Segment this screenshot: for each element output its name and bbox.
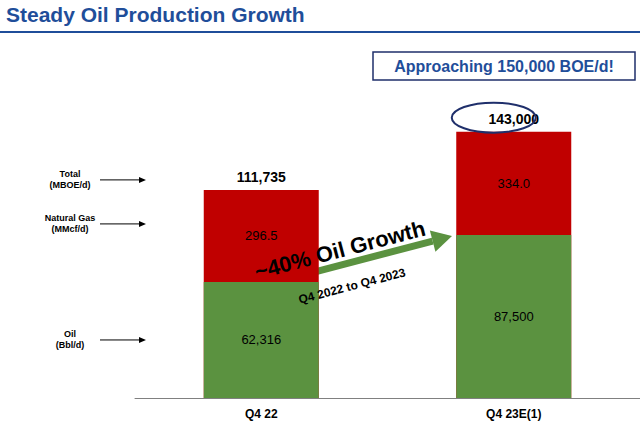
svg-text:(MBOE/d): (MBOE/d) — [50, 180, 91, 190]
svg-text:87,500: 87,500 — [494, 309, 534, 324]
svg-text:(MMcf/d): (MMcf/d) — [52, 224, 89, 234]
svg-text:Steady Oil Production Growth: Steady Oil Production Growth — [6, 3, 305, 26]
svg-text:Q4 22: Q4 22 — [245, 407, 278, 421]
svg-text:Approaching 150,000 BOE/d!: Approaching 150,000 BOE/d! — [394, 58, 614, 75]
svg-text:111,735: 111,735 — [237, 169, 286, 185]
svg-text:Q4 2022 to Q4 2023: Q4 2022 to Q4 2023 — [297, 265, 407, 306]
svg-text:334.0: 334.0 — [497, 176, 530, 191]
svg-text:296.5: 296.5 — [245, 228, 278, 243]
svg-text:Oil: Oil — [64, 329, 76, 339]
svg-text:Q4 23E(1): Q4 23E(1) — [486, 407, 541, 421]
svg-text:~40% Oil Growth: ~40% Oil Growth — [252, 215, 428, 285]
svg-text:Natural Gas: Natural Gas — [45, 213, 96, 223]
svg-text:62,316: 62,316 — [241, 332, 281, 347]
svg-text:(Bbl/d): (Bbl/d) — [56, 340, 85, 350]
svg-text:143,000: 143,000 — [488, 110, 540, 127]
svg-text:Total: Total — [60, 169, 81, 179]
